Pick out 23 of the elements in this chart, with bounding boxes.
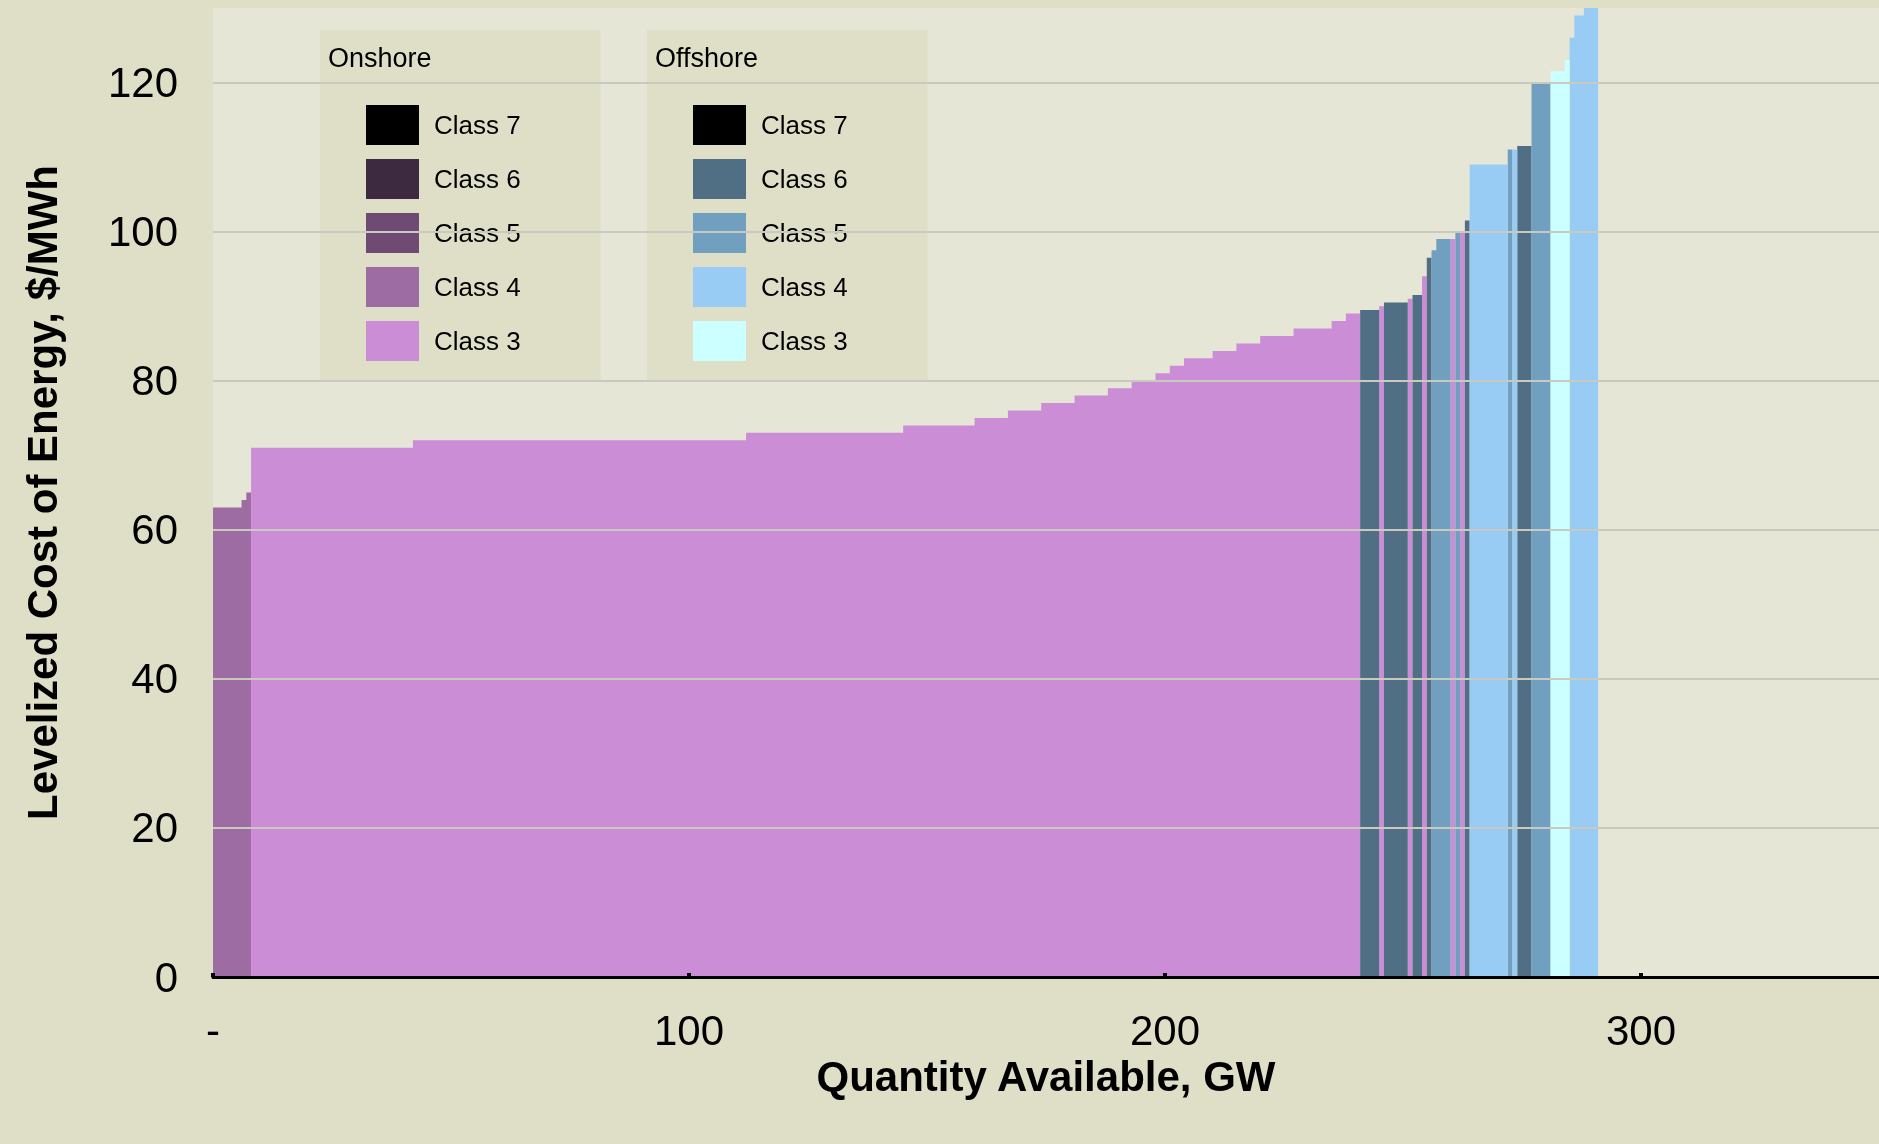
y-tick-label: 0 [154, 953, 178, 1001]
y-tick-label: 120 [107, 59, 178, 107]
y-tick-label: 60 [131, 506, 178, 554]
x-tick-label: - [206, 1006, 220, 1054]
y-tick-label: 40 [131, 655, 178, 703]
legend-label: Class 7 [434, 110, 521, 140]
annotation: Offshore [655, 42, 759, 73]
x-axis-title: Quantity Available, GW [816, 1053, 1276, 1101]
legend-label: Class 7 [761, 110, 848, 140]
y-axis-title: Levelized Cost of Energy, $/MWh [18, 165, 66, 820]
y-tick-label: 100 [107, 208, 178, 256]
x-tick-label: 300 [1605, 1006, 1677, 1054]
annotation: Onshore [328, 42, 432, 73]
legend-label: Class 6 [434, 164, 521, 194]
x-tick-label: 100 [653, 1006, 725, 1054]
legend-label: Class 3 [434, 326, 521, 356]
legend-label: Class 6 [761, 164, 848, 194]
legend-label: Class 4 [761, 272, 848, 302]
legend-label: Class 3 [761, 326, 848, 356]
x-tick-label: 200 [1129, 1006, 1201, 1054]
y-tick-label: 80 [131, 357, 178, 405]
legend-label: Class 4 [434, 272, 521, 302]
y-tick-label: 20 [131, 804, 178, 852]
